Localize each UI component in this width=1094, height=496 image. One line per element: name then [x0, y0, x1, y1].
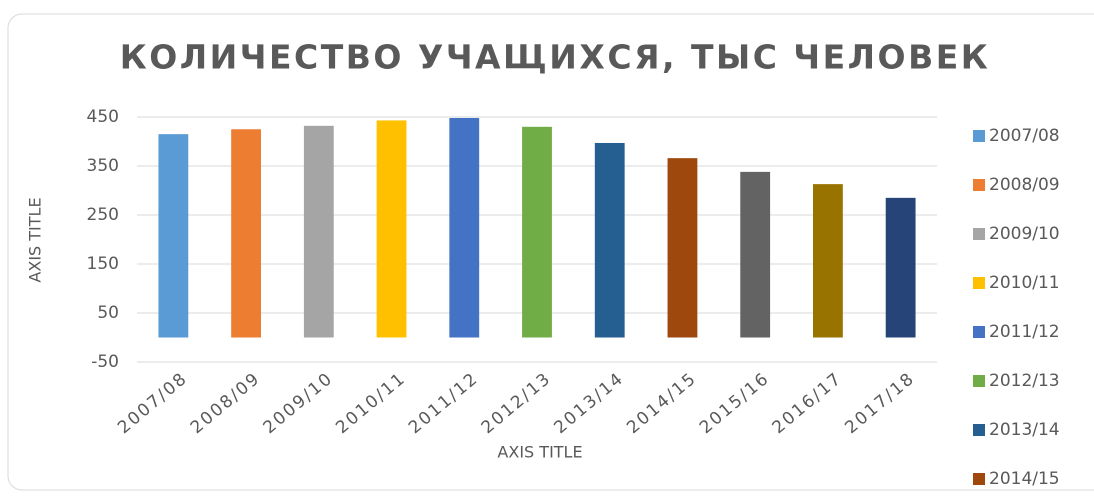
y-tick-label: -50: [91, 352, 119, 372]
legend-swatch: [973, 228, 985, 240]
legend-label: 2014/15: [989, 469, 1060, 489]
legend-label: 2012/13: [989, 371, 1060, 391]
bar: [740, 171, 771, 338]
x-axis-title: AXIS TITLE: [497, 443, 582, 462]
legend-swatch: [973, 130, 985, 142]
bar: [231, 129, 261, 338]
bar: [303, 125, 334, 338]
bar: [449, 117, 480, 338]
bar: [885, 197, 916, 338]
chart-title: КОЛИЧЕСТВО УЧАЩИХСЯ, ТЫС ЧЕЛОВЕК: [120, 38, 991, 77]
legend-swatch: [973, 375, 985, 387]
legend-label: 2013/14: [989, 420, 1060, 440]
y-tick-label: 150: [87, 254, 119, 274]
bar: [158, 134, 189, 338]
legend-label: 2009/10: [989, 224, 1060, 244]
y-tick-label: 450: [87, 107, 119, 127]
legend-swatch: [973, 179, 985, 191]
bar: [813, 184, 843, 338]
legend-label: 2011/12: [989, 322, 1060, 342]
legend-swatch: [973, 424, 985, 436]
y-tick-label: 350: [87, 156, 119, 176]
legend-swatch: [973, 277, 985, 289]
legend-swatch: [973, 326, 985, 338]
y-tick-label: 250: [87, 205, 119, 225]
legend-label: 2007/08: [989, 126, 1060, 146]
legend-label: 2010/11: [989, 273, 1060, 293]
bar: [522, 126, 552, 338]
bar: [594, 142, 625, 338]
bar: [667, 158, 698, 338]
y-axis-title: AXIS TITLE: [26, 197, 45, 282]
y-tick-label: 50: [97, 303, 119, 323]
legend-swatch: [973, 473, 985, 485]
bar: [376, 120, 407, 338]
legend-label: 2008/09: [989, 175, 1060, 195]
